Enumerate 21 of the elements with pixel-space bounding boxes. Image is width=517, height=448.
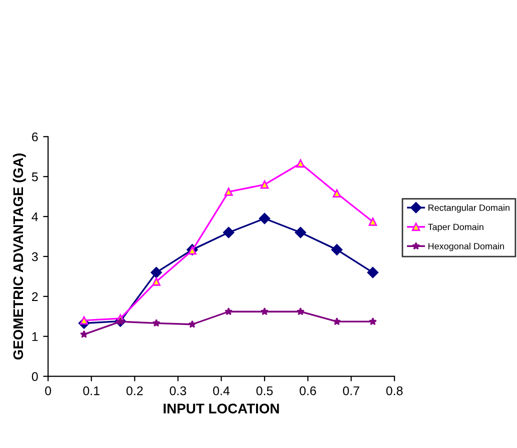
legend-label: Rectangular Domain <box>428 204 510 213</box>
y-tick-label: 6 <box>32 132 38 142</box>
y-tick-label: 3 <box>32 252 38 262</box>
legend-label: Taper Domain <box>428 224 484 232</box>
y-axis-title: GEOMETRIC ADVANTAGE (GA) <box>12 154 26 360</box>
x-tick-label: 0.1 <box>83 386 100 396</box>
x-tick-label: 0.2 <box>126 386 143 396</box>
y-tick-label: 2 <box>32 292 38 301</box>
x-axis-title: INPUT LOCATION <box>164 404 279 414</box>
y-tick-label: 0 <box>32 372 38 381</box>
x-tick-label: 0.5 <box>256 386 273 396</box>
x-tick-label: 0.4 <box>213 386 230 396</box>
x-tick-label: 0.6 <box>300 386 316 396</box>
y-tick-label: 1 <box>32 332 38 341</box>
x-tick-label: 0.7 <box>342 386 360 396</box>
x-tick-label: 0 <box>45 386 52 396</box>
y-tick-label: 5 <box>32 172 38 182</box>
y-tick-label: 4 <box>32 212 38 222</box>
legend-label: Hexogonal Domain <box>428 242 504 252</box>
x-tick-label: 0.8 <box>386 386 403 396</box>
x-tick-label: 0.3 <box>170 386 186 396</box>
